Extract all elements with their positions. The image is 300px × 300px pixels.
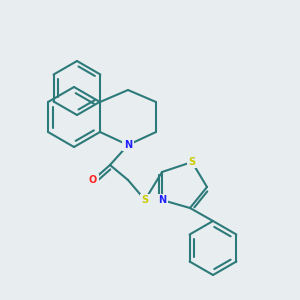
Text: N: N: [124, 140, 132, 150]
Text: S: S: [141, 195, 148, 205]
Text: S: S: [188, 157, 196, 167]
Text: O: O: [89, 175, 97, 185]
Text: N: N: [158, 195, 166, 205]
